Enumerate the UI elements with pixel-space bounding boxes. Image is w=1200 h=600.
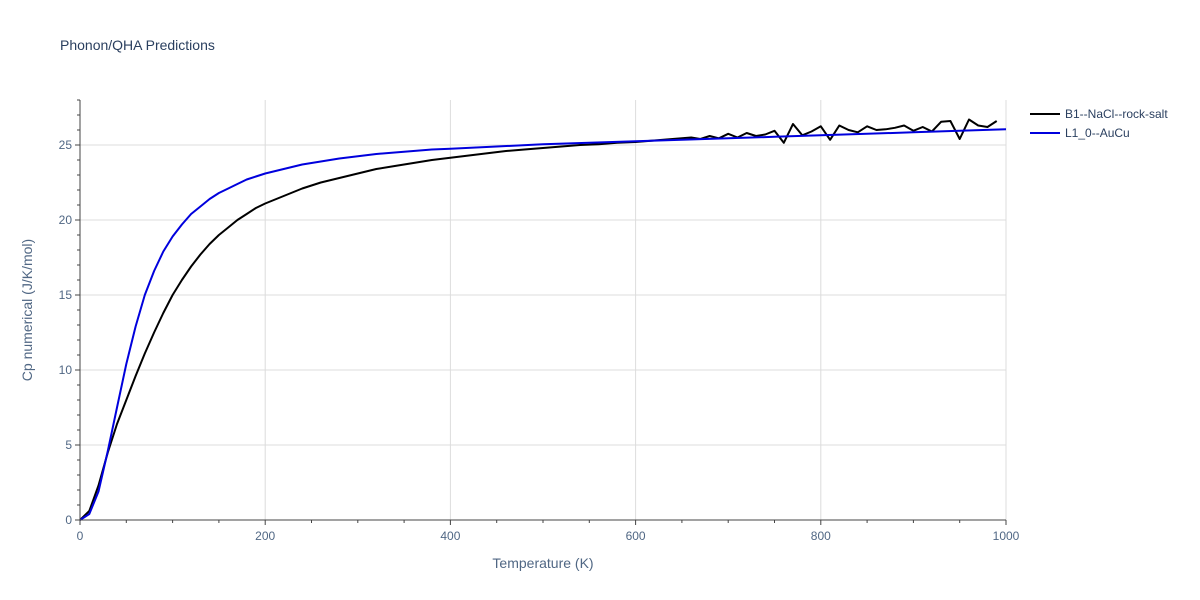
y-axis-title: Cp numerical (J/K/mol)	[19, 239, 35, 381]
grid	[80, 100, 1007, 520]
axes: 0 200 400 600 800 1000 0 5 10 15 20 25	[59, 99, 1020, 543]
legend-item-1[interactable]: B1--NaCl--rock-salt	[1030, 107, 1168, 121]
series-line-2	[79, 128, 1007, 521]
y-tick-label: 10	[59, 363, 73, 377]
legend-label: L1_0--AuCu	[1065, 126, 1130, 140]
x-axis-title: Temperature (K)	[492, 555, 593, 571]
x-tick-label: 800	[811, 529, 831, 543]
legend-item-2[interactable]: L1_0--AuCu	[1030, 126, 1130, 140]
legend[interactable]: B1--NaCl--rock-salt L1_0--AuCu	[1030, 107, 1168, 140]
series-lines	[79, 118, 1007, 521]
y-tick-label: 20	[59, 213, 73, 227]
x-tick-label: 400	[440, 529, 460, 543]
y-tick-label: 0	[65, 513, 72, 527]
y-tick-label: 5	[65, 438, 72, 452]
x-tick-label: 1000	[993, 529, 1020, 543]
x-tick-label: 0	[77, 529, 84, 543]
x-tick-label: 600	[626, 529, 646, 543]
legend-label: B1--NaCl--rock-salt	[1065, 107, 1168, 121]
y-tick-label: 15	[59, 288, 73, 302]
series-line-1	[79, 118, 998, 521]
chart-title: Phonon/QHA Predictions	[60, 37, 215, 53]
x-tick-label: 200	[255, 529, 275, 543]
y-tick-label: 25	[59, 138, 73, 152]
